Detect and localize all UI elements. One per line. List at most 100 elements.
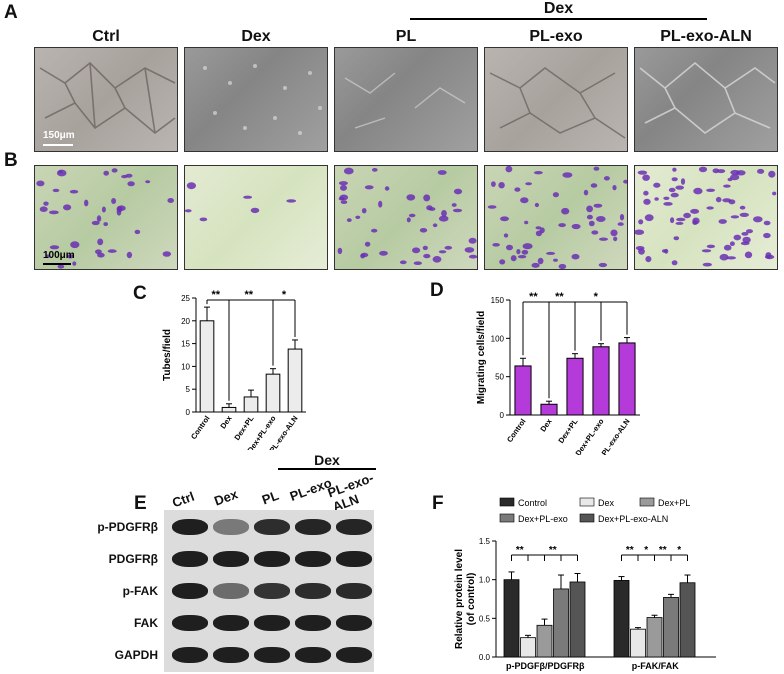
cell-mark — [668, 187, 676, 193]
panel-a-col-pl-exo: PL-exo — [529, 28, 583, 45]
wb-band — [295, 615, 331, 631]
wb-label: p-PDGFRβ — [97, 520, 158, 534]
cell-mark — [516, 249, 521, 255]
y-tick-label: 1.5 — [479, 537, 491, 546]
category-label: Control — [505, 417, 528, 444]
cell-mark — [590, 183, 598, 188]
wb-band — [254, 583, 290, 599]
cell-mark — [644, 214, 654, 222]
cell-mark — [733, 234, 742, 241]
stain-image-pl-exo — [484, 165, 628, 270]
cell-mark — [739, 205, 746, 210]
panel-e-group-line — [278, 468, 376, 470]
wb-band — [213, 615, 249, 631]
bar — [663, 597, 679, 658]
cell-mark — [360, 252, 369, 258]
cell-mark — [45, 254, 50, 258]
cell-mark — [673, 236, 680, 241]
y-tick-label: 50 — [495, 373, 504, 382]
wb-band — [213, 583, 249, 599]
cell-mark — [642, 174, 650, 181]
cell-mark — [701, 249, 712, 253]
bar — [569, 581, 586, 658]
cell-mark — [671, 260, 678, 266]
cell-mark — [57, 264, 65, 269]
wb-band — [336, 551, 372, 567]
cell-mark — [337, 247, 343, 255]
cell-mark — [451, 203, 457, 207]
cell-mark — [338, 196, 345, 201]
cell-mark — [763, 220, 771, 226]
cell-mark — [127, 181, 135, 187]
cell-mark — [693, 187, 703, 195]
wb-band — [336, 615, 372, 631]
cell-mark — [145, 180, 151, 184]
cell-mark — [739, 212, 749, 217]
cell-mark — [638, 219, 644, 225]
category-label: Dex — [218, 413, 234, 430]
wb-label: p-FAK — [122, 584, 158, 598]
legend-swatch — [499, 497, 515, 507]
cell-mark — [535, 226, 542, 230]
panel-d-letter: D — [430, 280, 444, 301]
cell-mark — [162, 251, 171, 257]
panel-a-col-ctrl: Ctrl — [92, 28, 120, 45]
cell-mark — [58, 170, 63, 174]
cell-mark — [371, 228, 378, 233]
y-tick-label: 15 — [181, 340, 190, 349]
cell-mark — [412, 247, 421, 254]
cell-mark — [722, 198, 732, 203]
wb-row — [164, 574, 374, 610]
cell-mark — [503, 233, 509, 238]
cell-mark — [361, 208, 367, 214]
cell-mark — [438, 215, 449, 222]
wb-band — [172, 583, 208, 599]
cell-mark — [428, 207, 436, 211]
legend-swatch — [579, 497, 595, 507]
cell-mark — [698, 166, 708, 173]
cell-mark — [740, 241, 750, 246]
sig-label: * — [594, 291, 599, 303]
cell-mark — [167, 198, 174, 203]
cell-mark — [723, 244, 732, 251]
cell-mark — [199, 217, 208, 222]
wb-band — [213, 551, 249, 567]
y-tick-label: 25 — [181, 294, 190, 303]
bar — [553, 588, 569, 658]
wb-band — [172, 615, 208, 631]
cell-mark — [43, 201, 49, 206]
wb-band — [254, 551, 290, 567]
cell-mark — [67, 254, 74, 259]
cell-mark — [718, 219, 727, 224]
cell-mark — [186, 182, 196, 190]
cell-mark — [663, 196, 670, 200]
y-tick-label: 10 — [181, 362, 190, 371]
sig-label: ** — [549, 545, 557, 556]
y-tick-label: 1.0 — [479, 576, 491, 585]
cell-mark — [444, 245, 453, 250]
cell-mark — [437, 170, 447, 175]
cell-mark — [675, 221, 684, 225]
cell-mark — [598, 262, 608, 268]
cell-mark — [610, 229, 618, 237]
legend-swatch — [579, 513, 595, 523]
cell-mark — [692, 217, 700, 225]
wb-band — [336, 647, 372, 663]
cell-mark — [70, 241, 80, 249]
wb-band — [213, 519, 249, 535]
cell-mark — [643, 198, 651, 205]
cell-mark — [680, 178, 686, 185]
cell-mark — [520, 197, 529, 204]
bar — [514, 365, 532, 416]
cell-mark — [742, 236, 751, 244]
group-label: p-PDGFβ/PDGFRβ — [506, 661, 585, 671]
sig-label: ** — [212, 289, 221, 301]
cell-mark — [723, 184, 731, 188]
cell-mark — [49, 245, 60, 250]
cell-mark — [645, 256, 652, 263]
wb-band — [295, 551, 331, 567]
cell-mark — [453, 188, 463, 195]
category-label: Dex+PL — [232, 414, 256, 442]
bar — [540, 403, 558, 416]
